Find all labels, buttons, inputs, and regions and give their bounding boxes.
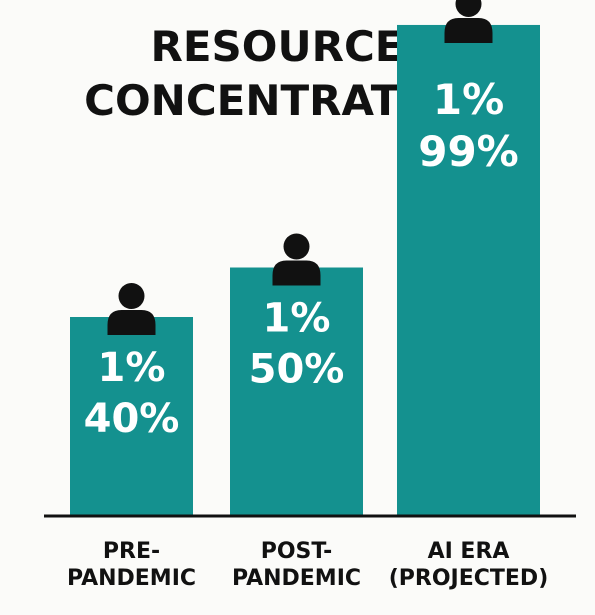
value-label: 40% (84, 396, 180, 442)
category-label-line: PANDEMIC (67, 566, 196, 591)
category-label-line: (PROJECTED) (389, 566, 549, 591)
bars-layer: 1%40%1%50%1%99% (70, 0, 540, 515)
category-label-line: POST- (261, 539, 333, 564)
person-icon-head (455, 0, 482, 17)
person-icon (444, 0, 493, 43)
person-icon (107, 283, 156, 335)
value-label: 50% (249, 347, 345, 393)
bar-2 (230, 267, 363, 515)
category-label-line: PRE- (103, 539, 160, 564)
category-label-line: AI ERA (428, 539, 510, 564)
group-label: 1% (263, 296, 331, 342)
group-label: 1% (98, 345, 166, 391)
person-icon-body (107, 310, 156, 335)
bar-3 (397, 24, 540, 515)
person-icon-head (283, 233, 310, 260)
person-icon (272, 233, 321, 286)
bar-1 (70, 317, 193, 515)
person-icon-body (444, 17, 493, 43)
category-label-line: PANDEMIC (232, 566, 361, 591)
chart-title-line-1: RESOURCE (151, 22, 404, 71)
person-icon-body (272, 260, 321, 286)
group-label: 1% (433, 75, 504, 124)
person-icon-head (118, 283, 145, 309)
value-label: 99% (418, 127, 519, 176)
